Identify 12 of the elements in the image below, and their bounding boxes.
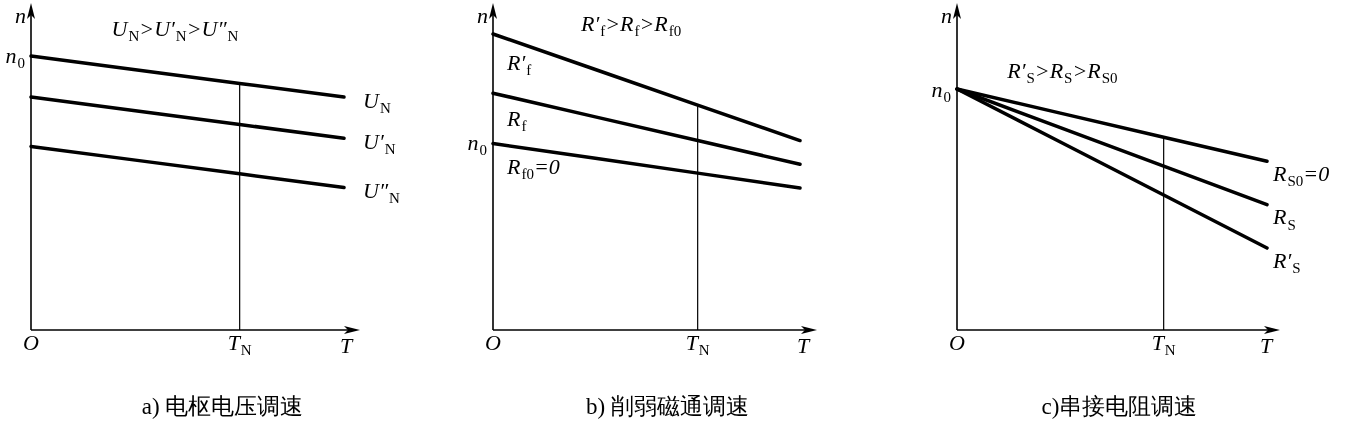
text: a) 电枢电压调速 bbox=[141, 394, 304, 420]
text: c)串接电阻调速 bbox=[1041, 394, 1198, 420]
x-axis-title: T bbox=[339, 332, 354, 358]
y-axis-title: n bbox=[15, 2, 26, 28]
text: b) 削弱磁通调速 bbox=[586, 394, 749, 420]
x-tick-label: O bbox=[949, 329, 966, 355]
y-axis-title: n bbox=[477, 2, 488, 28]
x-axis-title: T bbox=[1259, 332, 1274, 358]
y-axis-title: n bbox=[941, 2, 952, 28]
x-tick-label: O bbox=[485, 329, 502, 355]
x-axis-title: T bbox=[796, 332, 811, 358]
x-tick-label: O bbox=[23, 329, 40, 355]
